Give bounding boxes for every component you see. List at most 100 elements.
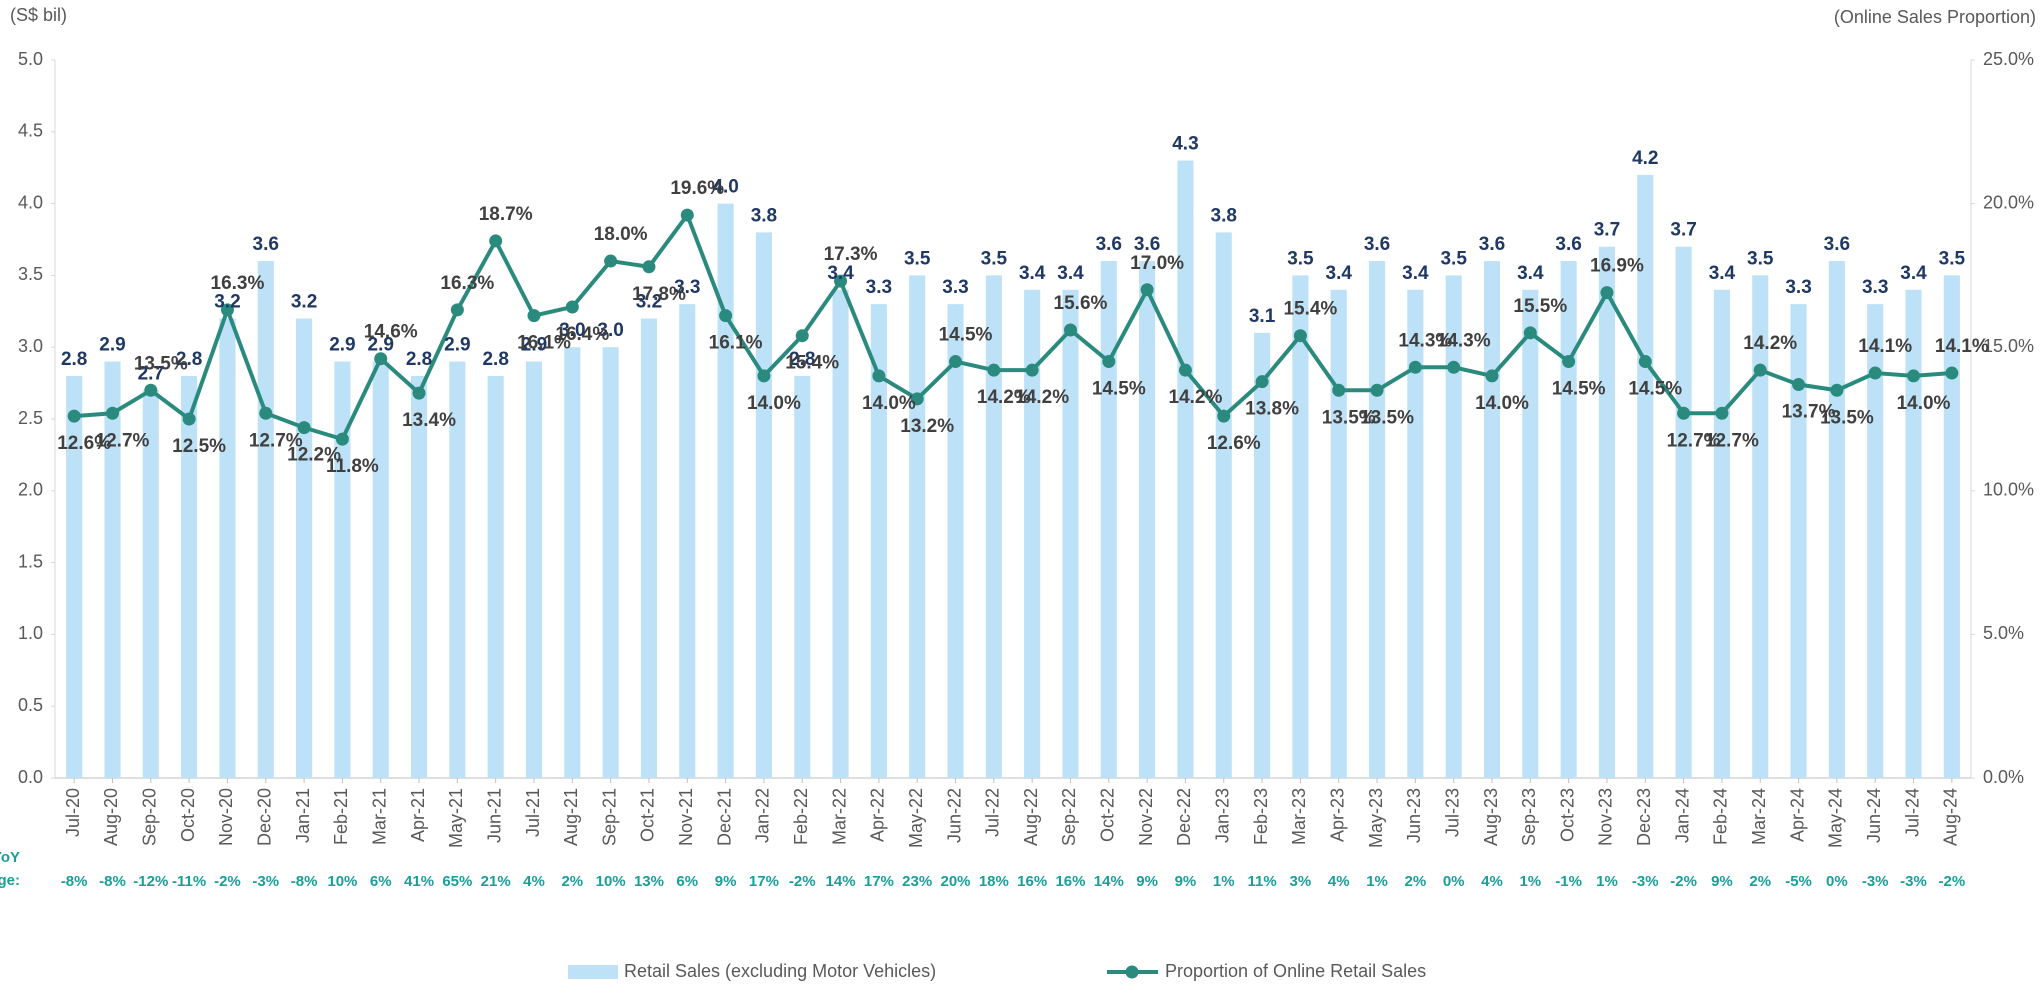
bar	[1905, 289, 1922, 778]
line-value-label: 11.8%	[326, 456, 379, 477]
line-value-label: 13.5%	[134, 353, 188, 374]
line-marker	[1178, 363, 1192, 377]
line-marker	[1907, 369, 1921, 383]
x-tick-label: Jun-24	[1864, 788, 1884, 843]
bar-value-label: 2.8	[176, 349, 202, 370]
yoy-value: 10%	[327, 873, 357, 890]
line-marker	[1217, 409, 1231, 423]
line-value-label: 14.6%	[364, 322, 418, 343]
line-value-label: 16.3%	[211, 273, 265, 294]
bar-value-label: 3.6	[1134, 234, 1160, 255]
x-tick-label: Aug-22	[1021, 788, 1041, 846]
yoy-value: 14%	[1094, 873, 1124, 890]
line-marker	[67, 409, 81, 423]
bar	[1024, 289, 1041, 778]
yoy-value: 9%	[1175, 873, 1197, 890]
yoy-value: -8%	[61, 873, 88, 890]
x-tick-label: Nov-20	[216, 788, 236, 846]
line-marker	[220, 303, 234, 317]
yoy-value: -8%	[99, 873, 126, 890]
x-tick-label: May-23	[1366, 788, 1386, 848]
line-marker	[872, 369, 886, 383]
yoy-value: 3%	[1290, 873, 1312, 890]
x-tick-label: Jul-22	[983, 788, 1003, 837]
x-tick-label: Apr-21	[408, 788, 428, 842]
bar-value-label: 3.5	[1440, 248, 1467, 269]
x-tick-label: Oct-21	[638, 788, 658, 842]
bar-value-label: 2.8	[61, 349, 87, 370]
bar	[410, 375, 428, 778]
line-marker	[1255, 375, 1269, 389]
x-tick-label: Jan-21	[293, 788, 313, 843]
yoy-value: 4%	[1481, 873, 1503, 890]
line-value-label: 13.7%	[1782, 402, 1836, 423]
bar	[525, 361, 543, 778]
x-tick-label: Mar-21	[369, 788, 389, 845]
x-tick-label: Jun-23	[1404, 788, 1424, 843]
yoy-value: 13%	[634, 873, 664, 890]
line-marker	[1638, 355, 1652, 369]
yoy-value: 18%	[979, 873, 1009, 890]
line-value-label: 14.5%	[1628, 379, 1682, 400]
y-tick-label: 3.0	[18, 336, 43, 356]
x-tick-label: Aug-20	[101, 788, 121, 846]
y2-tick-label: 15.0%	[1983, 336, 2034, 356]
line-value-label: 14.2%	[977, 387, 1031, 408]
x-tick-label: Jan-24	[1672, 788, 1692, 843]
line-marker	[182, 412, 196, 426]
bar-value-label: 3.6	[1824, 234, 1850, 255]
line-value-label: 16.1%	[517, 333, 571, 354]
bar-value-label: 3.7	[1594, 220, 1620, 241]
bar	[142, 390, 159, 778]
yoy-title: Change:	[0, 872, 20, 889]
legend-swatch	[568, 965, 618, 979]
bar-value-label: 2.8	[482, 349, 508, 370]
line-marker	[1868, 366, 1882, 380]
bar-value-label: 3.4	[1402, 263, 1429, 284]
yoy-value: -3%	[252, 873, 279, 890]
line-marker	[1562, 355, 1576, 369]
line-marker	[1140, 283, 1154, 297]
line-value-label: 14.2%	[1015, 387, 1069, 408]
line-marker	[1715, 406, 1729, 420]
line-marker	[1293, 329, 1307, 343]
bar	[717, 203, 734, 779]
line-value-label: 12.6%	[1207, 433, 1261, 454]
yoy-value: 23%	[902, 873, 932, 890]
yoy-value: 20%	[941, 873, 971, 890]
line-value-label: 17.0%	[1130, 253, 1184, 274]
bar-value-label: 3.5	[1287, 248, 1314, 269]
line-value-label: 14.0%	[747, 393, 801, 414]
yoy-value: 21%	[481, 873, 511, 890]
line-marker	[1447, 360, 1461, 374]
line-value-label: 13.2%	[900, 416, 954, 437]
line-marker	[1102, 355, 1116, 369]
bar-value-label: 2.7	[138, 363, 164, 384]
line-value-label: 13.4%	[402, 410, 456, 431]
bar	[909, 275, 926, 778]
bar-value-label: 3.6	[1555, 234, 1581, 255]
bar-value-label: 3.2	[214, 291, 240, 312]
bar-value-label: 3.5	[981, 248, 1008, 269]
x-tick-label: Apr-22	[868, 788, 888, 842]
x-tick-label: Sep-22	[1059, 788, 1079, 846]
line-value-label: 12.7%	[1667, 430, 1721, 451]
x-tick-label: Sep-23	[1519, 788, 1539, 846]
bar	[640, 318, 658, 778]
x-tick-label: May-24	[1826, 788, 1846, 848]
line-marker	[412, 386, 426, 400]
yoy-value: 14%	[826, 873, 856, 890]
x-tick-label: Feb-21	[331, 788, 351, 845]
bar	[181, 375, 198, 778]
yoy-value: 0%	[1443, 873, 1465, 890]
line-marker	[450, 303, 464, 317]
bar	[104, 361, 121, 778]
bar-value-label: 2.8	[789, 349, 815, 370]
bar-value-label: 3.5	[1939, 248, 1966, 269]
yoy-value: 2%	[561, 873, 583, 890]
bar-value-label: 2.9	[99, 335, 125, 356]
line-marker	[1408, 360, 1422, 374]
x-tick-label: Mar-24	[1749, 788, 1769, 845]
line-value-label: 14.0%	[1897, 393, 1951, 414]
x-tick-label: May-21	[446, 788, 466, 848]
